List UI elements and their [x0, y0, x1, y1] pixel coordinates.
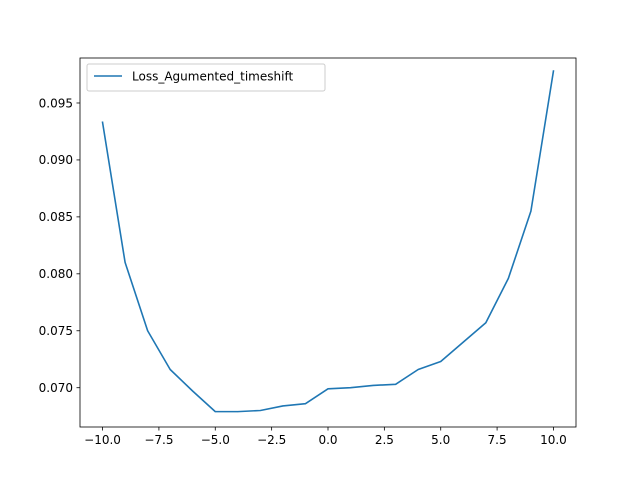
x-tick-label: 0.0	[318, 433, 337, 447]
data-point	[282, 405, 284, 407]
data-point	[327, 388, 329, 390]
y-tick-label: 0.085	[39, 210, 73, 224]
plot-area	[80, 58, 576, 427]
data-point	[417, 368, 419, 370]
data-point	[237, 411, 239, 413]
x-tick-label: 7.5	[488, 433, 507, 447]
y-tick-label: 0.080	[39, 267, 73, 281]
x-tick-label: −7.5	[144, 433, 173, 447]
data-point	[124, 261, 126, 263]
data-point	[214, 411, 216, 413]
x-tick-label: −5.0	[201, 433, 230, 447]
data-point	[530, 210, 532, 212]
data-point	[507, 277, 509, 279]
x-tick-label: −10.0	[84, 433, 121, 447]
legend-box	[86, 63, 326, 92]
legend-label: Loss_Agumented_timeshift	[132, 70, 293, 84]
x-tick-label: 10.0	[540, 433, 567, 447]
y-tick-label: 0.090	[39, 153, 73, 167]
data-point	[552, 70, 554, 72]
data-point	[169, 368, 171, 370]
y-tick-label: 0.075	[39, 324, 73, 338]
y-tick-label: 0.070	[39, 381, 73, 395]
data-point	[259, 409, 261, 411]
x-tick-label: 2.5	[375, 433, 394, 447]
data-point	[350, 387, 352, 389]
y-axis-ticks: 0.070 0.075 0.080 0.085 0.090 0.095	[39, 96, 80, 395]
data-point	[304, 403, 306, 405]
data-point	[372, 384, 374, 386]
data-point	[147, 330, 149, 332]
x-tick-label: 5.0	[431, 433, 450, 447]
x-axis-ticks: −10.0 −7.5 −5.0 −2.5 0.0 2.5 5.0 7.5 10.0	[84, 427, 567, 447]
data-point	[485, 322, 487, 324]
data-point	[102, 121, 104, 123]
series-layer	[101, 70, 555, 413]
data-point	[462, 341, 464, 343]
legend: Loss_Agumented_timeshift	[86, 63, 326, 92]
data-point	[192, 390, 194, 392]
data-point	[395, 383, 397, 385]
y-tick-label: 0.095	[39, 96, 73, 110]
x-tick-label: −2.5	[257, 433, 286, 447]
plot-frame	[79, 57, 577, 428]
data-point	[440, 361, 442, 363]
